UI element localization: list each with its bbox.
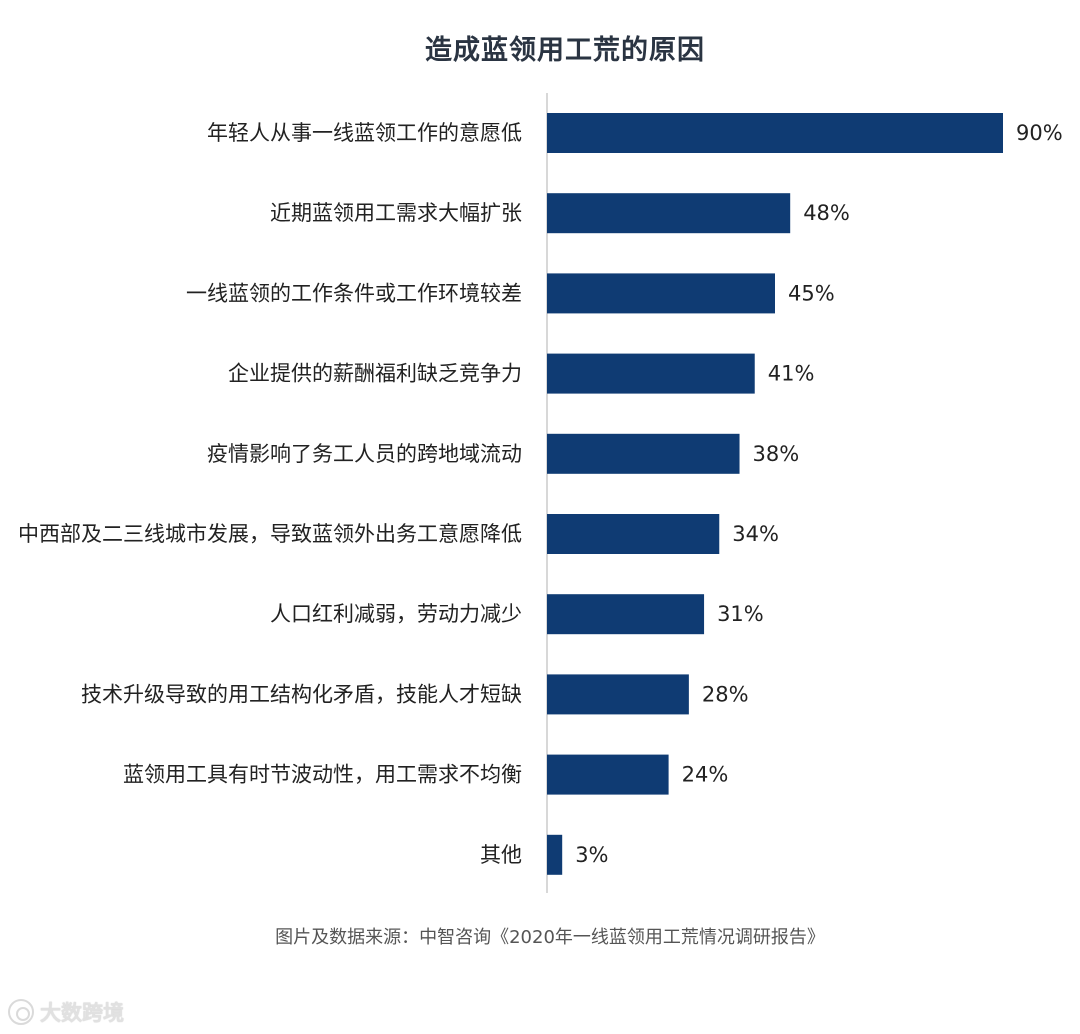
value-label: 24%: [682, 763, 729, 787]
bar: [547, 433, 740, 474]
value-label: 41%: [768, 362, 815, 386]
category-label: 人口红利减弱，劳动力减少: [270, 602, 522, 626]
value-label: 48%: [803, 201, 850, 225]
value-label: 90%: [1016, 121, 1063, 145]
value-label: 34%: [732, 522, 779, 546]
bar: [547, 273, 775, 314]
category-label: 年轻人从事一线蓝领工作的意愿低: [207, 121, 522, 145]
chart-title: 造成蓝领用工荒的原因: [425, 35, 705, 66]
category-label: 中西部及二三线城市发展，导致蓝领外出务工意愿降低: [18, 522, 522, 546]
category-label: 其他: [480, 843, 522, 867]
category-label: 企业提供的薪酬福利缺乏竞争力: [228, 362, 522, 386]
bar: [547, 193, 791, 234]
bar: [547, 514, 720, 554]
value-label: 45%: [788, 281, 835, 305]
category-label: 一线蓝领的工作条件或工作环境较差: [186, 281, 522, 305]
category-label: 近期蓝领用工需求大幅扩张: [270, 201, 522, 225]
value-label: 38%: [753, 442, 800, 466]
watermark: 大数跨境: [8, 996, 124, 1028]
bar: [547, 834, 563, 875]
category-label: 疫情影响了务工人员的跨地域流动: [207, 442, 522, 466]
bar: [547, 353, 755, 394]
brand-logo-icon: [8, 999, 34, 1025]
value-label: 28%: [702, 682, 749, 706]
bar: [547, 674, 689, 715]
value-label: 3%: [575, 843, 608, 867]
bar: [547, 754, 669, 795]
watermark-text: 大数跨境: [40, 1001, 124, 1025]
bar: [547, 594, 705, 635]
bar: [547, 113, 1003, 153]
category-label: 蓝领用工具有时节波动性，用工需求不均衡: [123, 763, 522, 787]
value-label: 31%: [717, 602, 764, 626]
source-note: 图片及数据来源：中智咨询《2020年一线蓝领用工荒情况调研报告》: [275, 927, 825, 948]
category-label: 技术升级导致的用工结构化矛盾，技能人才短缺: [81, 682, 522, 706]
